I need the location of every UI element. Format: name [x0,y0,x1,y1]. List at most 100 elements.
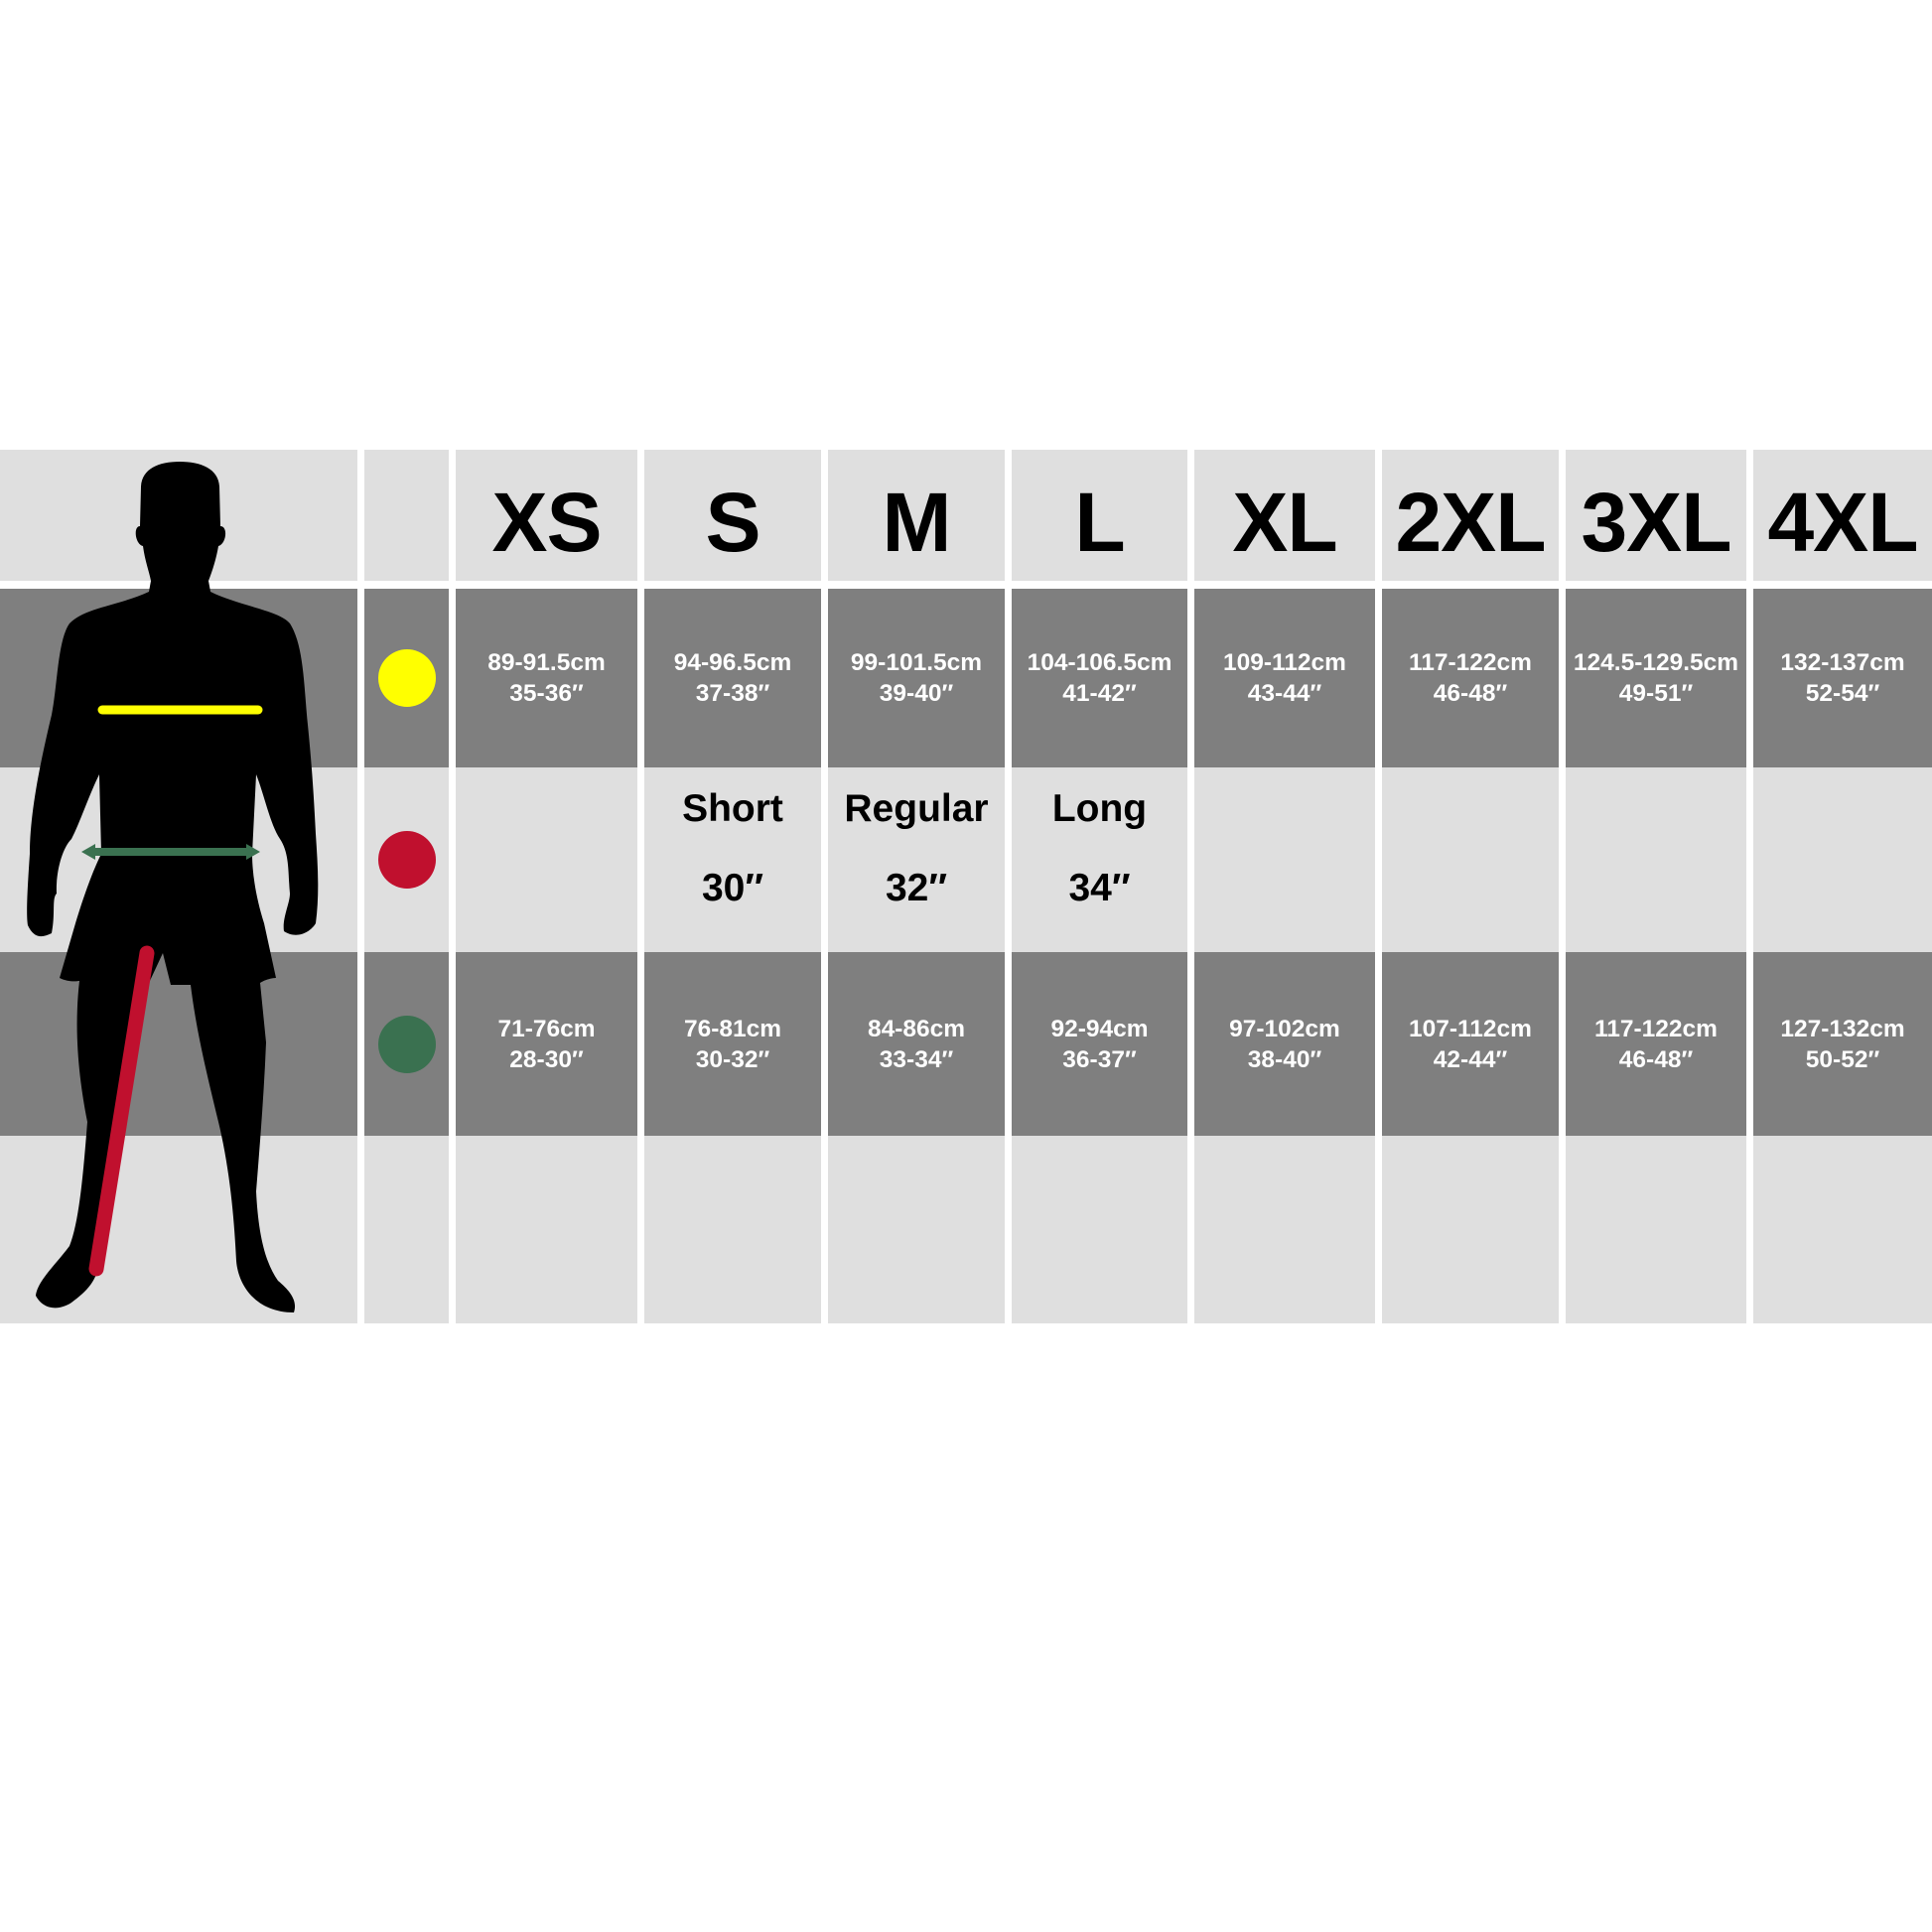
empty-cell-3xl [1566,1136,1746,1323]
chest-cell-s: 94-96.5cm 37-38″ [644,589,821,767]
chest-cm-value: 132-137cm [1780,649,1905,676]
inside-leg-cell-xl [1194,767,1375,952]
waist-cell-3xl: 117-122cm 46-48″ [1566,952,1746,1136]
chest-cm-value: 94-96.5cm [673,649,792,676]
chest-inch-value: 49-51″ [1618,680,1694,707]
size-label: XS [491,475,602,569]
chest-cell-3xl: 124.5-129.5cm 49-51″ [1566,589,1746,767]
waist-cell-xs: 71-76cm 28-30″ [456,952,637,1136]
chest-cm-value: 109-112cm [1223,649,1346,676]
empty-cell-xs [456,1136,637,1323]
inside-leg-cell-l: Long 34″ [1012,767,1187,952]
waist-cm-value: 117-122cm [1594,1015,1718,1042]
size-header-xs: XS [456,450,637,581]
waist-cell-4xl: 127-132cm 50-52″ [1753,952,1932,1136]
empty-cell-l [1012,1136,1187,1323]
size-header-2xl: 2XL [1382,450,1559,581]
empty-cell-2xl [1382,1136,1559,1323]
empty-cell-m [828,1136,1005,1323]
chest-cell-xl: 109-112cm 43-44″ [1194,589,1375,767]
size-label: XL [1232,475,1337,569]
leg-length-value: 34″ [1068,867,1131,909]
size-label: L [1074,475,1125,569]
legend-cell [364,450,449,581]
size-label: 4XL [1767,475,1918,569]
chest-cell-4xl: 132-137cm 52-54″ [1753,589,1932,767]
size-header-s: S [644,450,821,581]
empty-cell-xl [1194,1136,1375,1323]
size-label: 2XL [1395,475,1546,569]
waist-cm-value: 92-94cm [1050,1015,1149,1042]
inside_leg-legend-cell [364,767,449,952]
waist-cm-value: 71-76cm [497,1015,596,1042]
leg-fit-label: Long [1051,787,1148,830]
waist-cm-value: 84-86cm [867,1015,966,1042]
waist-inch-value: 46-48″ [1618,1045,1694,1073]
waist-inch-value: 50-52″ [1805,1045,1880,1073]
chest-inch-value: 46-48″ [1433,680,1508,707]
figure-cell [0,767,357,952]
waist-cell-2xl: 107-112cm 42-44″ [1382,952,1559,1136]
size-header-4xl: 4XL [1753,450,1932,581]
inside-leg-cell-4xl [1753,767,1932,952]
chest-cm-value: 117-122cm [1409,649,1532,676]
size-header-m: M [828,450,1005,581]
leg-length-value: 30″ [701,867,764,909]
chest-cm-value: 99-101.5cm [850,649,983,676]
size-header-l: L [1012,450,1187,581]
waist-cm-value: 76-81cm [683,1015,782,1042]
chest-legend-cell [364,589,449,767]
waist-cell-l: 92-94cm 36-37″ [1012,952,1187,1136]
chest-cell-2xl: 117-122cm 46-48″ [1382,589,1559,767]
size-header-xl: XL [1194,450,1375,581]
legend-cell [364,1136,449,1323]
waist-cm-value: 127-132cm [1780,1015,1905,1042]
waist-cell-m: 84-86cm 33-34″ [828,952,1005,1136]
chest-inch-value: 39-40″ [879,680,954,707]
waist-cm-value: 107-112cm [1409,1015,1532,1042]
waist-inch-value: 30-32″ [695,1045,770,1073]
inside-leg-cell-3xl [1566,767,1746,952]
leg-fit-label: Short [682,787,783,830]
leg-fit-label: Regular [844,787,989,830]
empty-cell-4xl [1753,1136,1932,1323]
chest-cm-value: 104-106.5cm [1027,649,1173,676]
chest-inch-value: 43-44″ [1247,680,1322,707]
chest-inch-value: 35-36″ [509,680,584,707]
leg-length-value: 32″ [885,867,948,909]
chest-inch-value: 37-38″ [695,680,770,707]
chest-color-dot-icon [377,649,436,707]
size-header-3xl: 3XL [1566,450,1746,581]
chest-cell-l: 104-106.5cm 41-42″ [1012,589,1187,767]
inside-leg-cell-m: Regular 32″ [828,767,1005,952]
inside-leg-cell-xs [456,767,637,952]
figure-cell [0,952,357,1136]
chest-cell-m: 99-101.5cm 39-40″ [828,589,1005,767]
figure-cell [0,1136,357,1323]
size-label: M [882,475,952,569]
waist-cell-s: 76-81cm 30-32″ [644,952,821,1136]
inside-leg-color-dot-icon [377,831,436,889]
inside-leg-cell-s: Short 30″ [644,767,821,952]
waist-inch-value: 28-30″ [509,1045,584,1073]
chest-inch-value: 52-54″ [1805,680,1880,707]
chest-cm-value: 124.5-129.5cm [1573,649,1739,676]
waist-inch-value: 38-40″ [1247,1045,1322,1073]
figure-cell [0,589,357,767]
chest-cell-xs: 89-91.5cm 35-36″ [456,589,637,767]
inside-leg-cell-2xl [1382,767,1559,952]
empty-cell-s [644,1136,821,1323]
chest-inch-value: 41-42″ [1062,680,1137,707]
size-label: 3XL [1581,475,1731,569]
waist-inch-value: 33-34″ [879,1045,954,1073]
figure-cell [0,450,357,581]
waist-legend-cell [364,952,449,1136]
waist-cell-xl: 97-102cm 38-40″ [1194,952,1375,1136]
chest-cm-value: 89-91.5cm [487,649,606,676]
waist-inch-value: 42-44″ [1433,1045,1508,1073]
waist-cm-value: 97-102cm [1229,1015,1340,1042]
size-label: S [705,475,760,569]
waist-color-dot-icon [377,1015,436,1073]
waist-inch-value: 36-37″ [1062,1045,1137,1073]
size-chart-table: XS S M L XL 2XL 3XL 4XL 89-91.5cm 35-36″ 94-96.5cm… [0,450,1932,1323]
